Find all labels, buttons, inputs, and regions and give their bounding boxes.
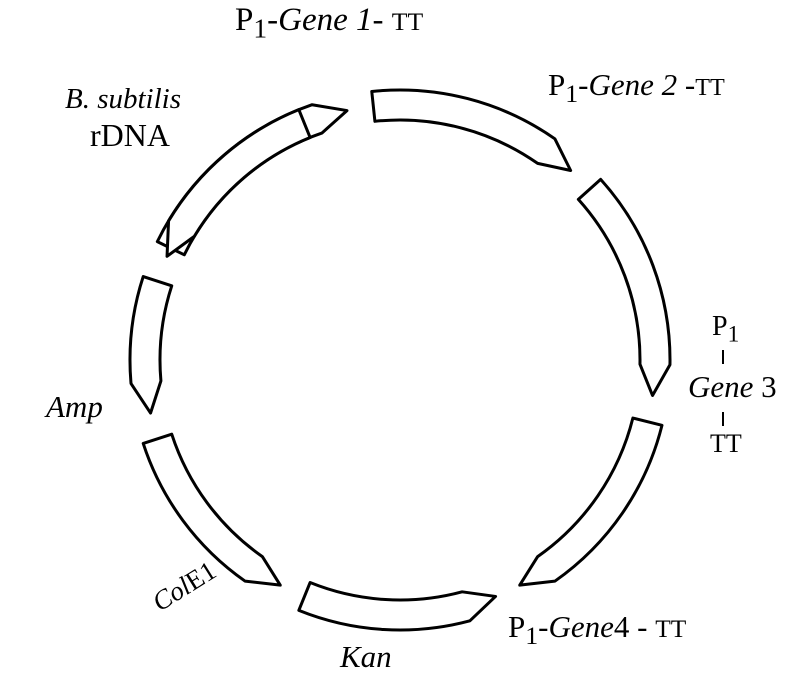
- segment-gene1: [372, 90, 571, 170]
- label-gene3_p: P1: [712, 312, 739, 348]
- label-amp: Amp: [46, 390, 103, 424]
- segment-kan: [143, 434, 280, 585]
- segment-gene3: [520, 418, 662, 585]
- label-gene4: P1-Gene4 - TT: [508, 610, 686, 651]
- label-rdna_txt: rDNA: [90, 118, 170, 153]
- label-gene1: P1-Gene 1- TT: [235, 2, 423, 44]
- label-gene3_mid: Gene 3: [688, 370, 777, 404]
- label-gene2: P1-Gene 2 -TT: [548, 68, 725, 109]
- label-rdna_sp: B. subtilis: [65, 84, 181, 116]
- segment-cole1: [130, 277, 172, 413]
- label-gene3_tt: TT: [710, 430, 742, 459]
- label-kan: Kan: [340, 640, 392, 674]
- segment-amp: [167, 110, 310, 257]
- segment-gene4: [299, 583, 496, 630]
- segment-gene2: [578, 179, 670, 395]
